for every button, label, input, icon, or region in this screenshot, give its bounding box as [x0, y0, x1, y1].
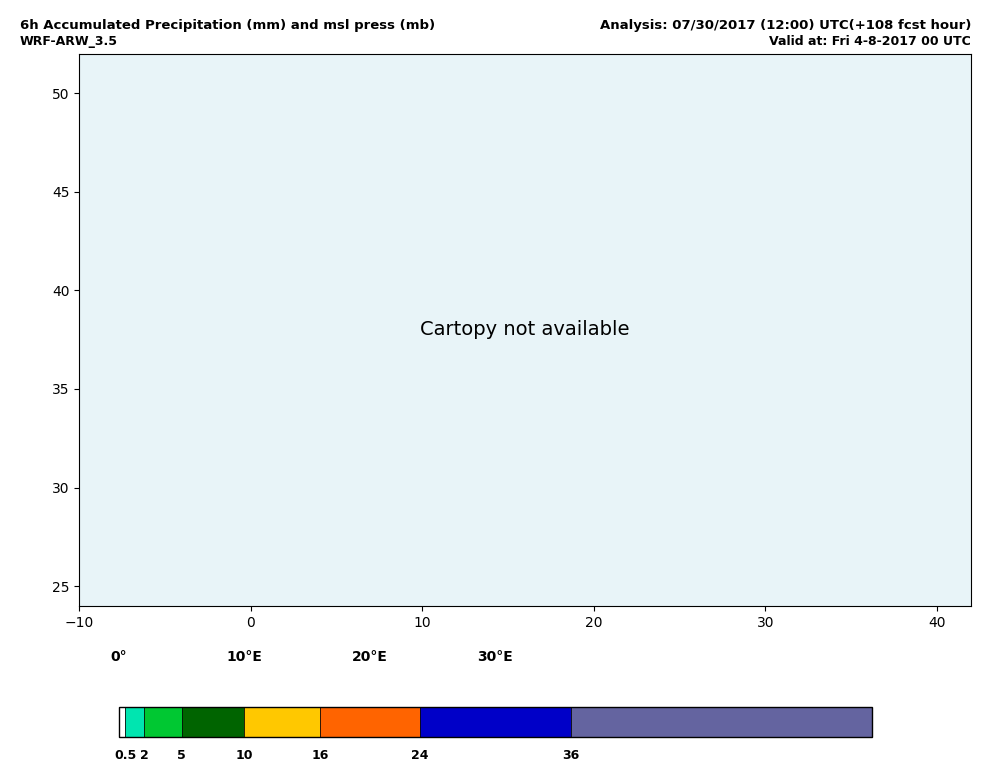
Text: 5: 5 — [177, 749, 186, 762]
Text: Analysis: 07/30/2017 (12:00) UTC(+108 fcst hour): Analysis: 07/30/2017 (12:00) UTC(+108 fc… — [600, 19, 971, 32]
Text: WRF-ARW_3.5: WRF-ARW_3.5 — [20, 35, 118, 48]
Text: 0°: 0° — [111, 650, 127, 664]
Text: Cartopy not available: Cartopy not available — [420, 320, 630, 339]
Text: 10: 10 — [236, 749, 253, 762]
Text: 20°E: 20°E — [352, 650, 387, 664]
Text: 16: 16 — [311, 749, 328, 762]
Text: 0.5: 0.5 — [114, 749, 137, 762]
Text: Valid at: Fri 4-8-2017 00 UTC: Valid at: Fri 4-8-2017 00 UTC — [769, 35, 971, 48]
Text: 2: 2 — [140, 749, 149, 762]
Text: 30°E: 30°E — [478, 650, 513, 664]
Text: 6h Accumulated Precipitation (mm) and msl press (mb): 6h Accumulated Precipitation (mm) and ms… — [20, 19, 435, 32]
Text: 36: 36 — [562, 749, 580, 762]
Text: 24: 24 — [411, 749, 429, 762]
Text: 10°E: 10°E — [227, 650, 263, 664]
